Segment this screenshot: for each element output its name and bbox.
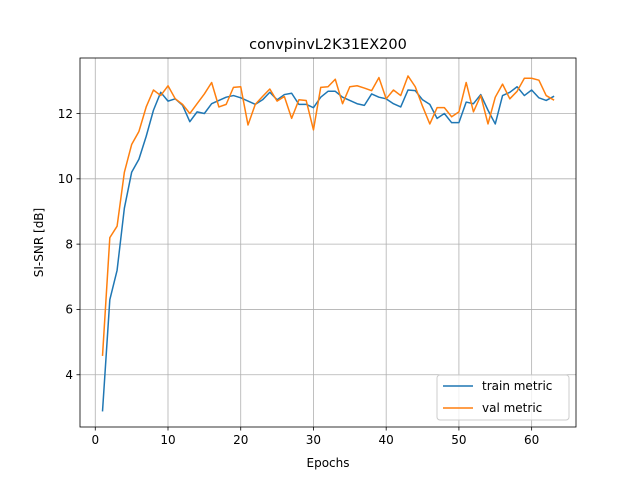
y-tick-label: 8 <box>65 237 73 251</box>
axis-ticks: 0 10 20 30 40 50 60 4 6 8 10 12 <box>58 107 540 447</box>
legend: train metric val metric <box>436 374 570 421</box>
y-tick-label: 12 <box>58 107 73 121</box>
x-tick-label: 0 <box>91 433 99 447</box>
y-tick-label: 6 <box>65 303 73 317</box>
legend-label-val-metric: val metric <box>482 401 542 415</box>
plot-frame <box>79 57 577 428</box>
x-axis-title: Epochs <box>307 456 350 470</box>
x-tick-label: 60 <box>524 433 539 447</box>
series-lines <box>101 75 555 412</box>
series-line-val-metric <box>101 75 555 356</box>
x-tick-label: 20 <box>233 433 248 447</box>
x-tick-label: 30 <box>306 433 321 447</box>
x-tick-label: 10 <box>160 433 175 447</box>
x-tick-label: 50 <box>451 433 466 447</box>
y-tick-label: 4 <box>65 368 73 382</box>
legend-label-train-metric: train metric <box>482 379 552 393</box>
y-axis-title: SI-SNR [dB] <box>32 208 46 277</box>
y-tick-label: 10 <box>58 172 73 186</box>
chart-title: convpinvL2K31EX200 <box>249 37 407 53</box>
grid <box>80 58 576 427</box>
x-tick-label: 40 <box>379 433 394 447</box>
